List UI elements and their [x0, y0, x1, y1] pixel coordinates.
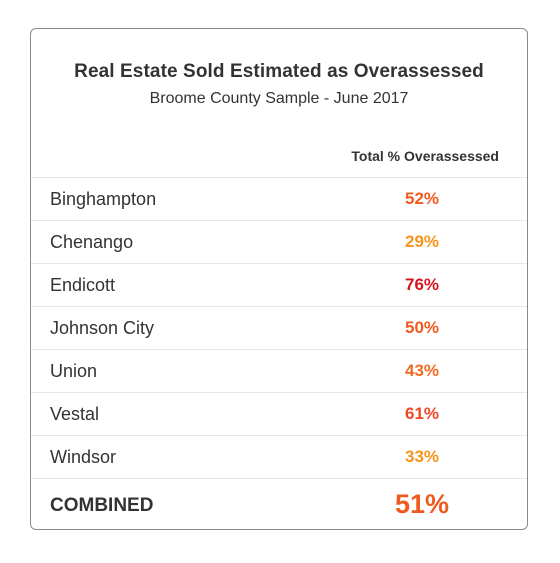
row-name: Windsor [50, 447, 117, 467]
row-value: 61% [404, 404, 440, 423]
row-value: 52% [404, 189, 440, 208]
column-header: Total % Overassessed [351, 148, 499, 164]
table-row: Windsor 33% [31, 435, 527, 478]
data-table: Binghampton 52% Chenango 29% Endicott 76… [31, 177, 527, 533]
card-subtitle: Broome County Sample - June 2017 [149, 90, 409, 107]
combined-value: 51% [394, 489, 450, 519]
table-row: Vestal 61% [31, 392, 527, 435]
row-value: 50% [404, 318, 440, 337]
combined-row: COMBINED 51% [31, 478, 527, 533]
summary-card: Real Estate Sold Estimated as Overassess… [30, 28, 528, 530]
row-name: Chenango [50, 232, 134, 252]
row-value: 43% [404, 361, 440, 380]
table-row: Union 43% [31, 349, 527, 392]
card-title: Real Estate Sold Estimated as Overassess… [74, 61, 484, 82]
row-name: Endicott [50, 275, 116, 295]
row-value: 29% [404, 232, 440, 251]
table-row: Binghampton 52% [31, 177, 527, 220]
table-row: Johnson City 50% [31, 306, 527, 349]
row-value: 76% [404, 275, 440, 294]
table-row: Chenango 29% [31, 220, 527, 263]
combined-label: COMBINED [50, 495, 154, 516]
row-name: Union [50, 361, 98, 381]
table-row: Endicott 76% [31, 263, 527, 306]
row-name: Vestal [50, 404, 100, 424]
row-name: Binghampton [50, 189, 157, 209]
row-name: Johnson City [50, 318, 155, 338]
row-value: 33% [404, 447, 440, 466]
